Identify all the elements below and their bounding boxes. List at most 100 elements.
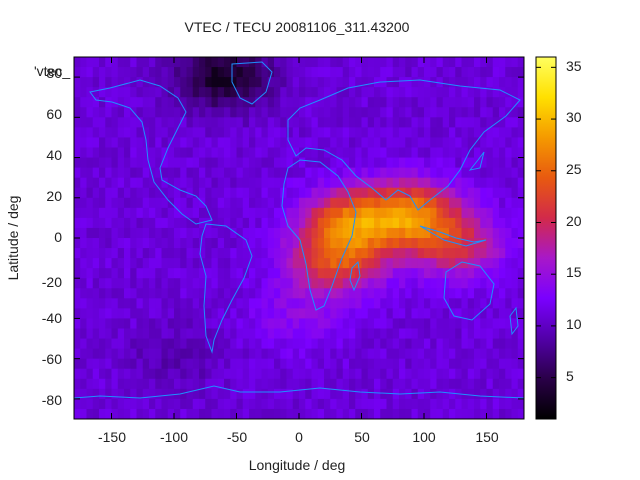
heatmap-cell xyxy=(86,248,94,259)
heatmap-cell xyxy=(386,368,394,380)
heatmap-cell xyxy=(361,348,369,360)
heatmap-cell xyxy=(492,217,500,229)
heatmap-cell xyxy=(236,338,244,350)
heatmap-cell xyxy=(380,167,388,179)
coastline-greenland xyxy=(231,61,273,105)
heatmap-cell xyxy=(355,57,363,68)
heatmap-cell xyxy=(274,127,281,139)
heatmap-cell xyxy=(236,348,244,360)
heatmap-cell xyxy=(380,308,388,320)
heatmap-cell xyxy=(311,67,319,78)
heatmap-cell xyxy=(311,117,319,128)
heatmap-cell xyxy=(380,97,388,108)
heatmap-cell xyxy=(436,338,444,350)
heatmap-cell xyxy=(392,368,400,380)
heatmap-cell xyxy=(405,217,413,229)
heatmap-cell xyxy=(92,147,100,159)
heatmap-cell xyxy=(192,167,200,179)
heatmap-cell xyxy=(399,147,406,159)
heatmap-cell xyxy=(211,358,219,370)
heatmap-cell xyxy=(411,137,419,149)
heatmap-cell xyxy=(192,227,200,239)
heatmap-cell xyxy=(242,187,250,199)
heatmap-cell xyxy=(305,147,313,159)
heatmap-cell xyxy=(480,278,488,289)
heatmap-cell xyxy=(199,137,206,149)
heatmap-cell xyxy=(299,187,306,199)
heatmap-cell xyxy=(399,238,406,249)
heatmap-cell xyxy=(342,328,350,340)
coastline-layer xyxy=(74,61,524,399)
heatmap-cell xyxy=(349,378,356,390)
heatmap-cell xyxy=(380,157,388,169)
heatmap-cell xyxy=(505,187,513,199)
heatmap-cell xyxy=(330,248,338,259)
heatmap-cell xyxy=(105,398,113,410)
heatmap-cell xyxy=(92,378,100,390)
heatmap-cell xyxy=(386,258,394,269)
heatmap-cell xyxy=(355,348,363,360)
heatmap-cell xyxy=(155,87,163,98)
heatmap-cell xyxy=(505,268,513,279)
heatmap-cell xyxy=(486,197,494,209)
heatmap-cell xyxy=(105,207,113,219)
heatmap-cell xyxy=(261,207,269,219)
heatmap-cell xyxy=(361,298,369,309)
heatmap-cell xyxy=(255,227,263,239)
heatmap-cell xyxy=(86,107,94,118)
heatmap-cell xyxy=(355,107,363,118)
heatmap-cell xyxy=(286,217,294,229)
heatmap-cell xyxy=(111,177,119,189)
heatmap-cell xyxy=(199,67,206,78)
heatmap-cell xyxy=(280,177,288,189)
heatmap-cell xyxy=(317,197,325,209)
heatmap-cell xyxy=(417,157,425,169)
heatmap-cell xyxy=(192,398,200,410)
heatmap-cell xyxy=(161,197,169,209)
heatmap-cell xyxy=(199,127,206,139)
heatmap-cell xyxy=(261,268,269,279)
heatmap-cell xyxy=(305,177,313,189)
heatmap-cell xyxy=(386,177,394,189)
heatmap-cell xyxy=(236,197,244,209)
heatmap-cell xyxy=(449,408,456,419)
heatmap-cell xyxy=(86,217,94,229)
heatmap-cell xyxy=(399,57,406,68)
heatmap-cell xyxy=(186,197,194,209)
heatmap-cell xyxy=(211,238,219,249)
heatmap-cell xyxy=(374,268,381,279)
heatmap-cell xyxy=(424,328,431,340)
heatmap-cell xyxy=(217,167,225,179)
heatmap-cell xyxy=(117,288,125,299)
heatmap-cell xyxy=(74,137,81,149)
heatmap-cell xyxy=(374,197,381,209)
heatmap-cell xyxy=(255,388,263,400)
heatmap-cell xyxy=(392,238,400,249)
heatmap-cell xyxy=(405,227,413,239)
heatmap-cell xyxy=(286,187,294,199)
heatmap-cell xyxy=(205,278,213,289)
heatmap-cell xyxy=(480,268,488,279)
heatmap-cell xyxy=(349,147,356,159)
heatmap-cell xyxy=(342,298,350,309)
heatmap-cell xyxy=(430,117,438,128)
heatmap-cell xyxy=(505,308,513,320)
heatmap-cell xyxy=(267,318,275,330)
heatmap-cell xyxy=(324,338,331,350)
heatmap-cell xyxy=(217,328,225,340)
heatmap-cell xyxy=(336,57,344,68)
heatmap-cell xyxy=(480,288,488,299)
heatmap-cell xyxy=(286,227,294,239)
heatmap-cell xyxy=(330,227,338,239)
heatmap-cell xyxy=(305,328,313,340)
heatmap-cell xyxy=(355,248,363,259)
coastline-south-america xyxy=(199,223,253,354)
heatmap-cell xyxy=(167,57,175,68)
heatmap-cell xyxy=(224,77,231,88)
heatmap-cell xyxy=(230,268,238,279)
heatmap-cell xyxy=(505,137,513,149)
heatmap-cell xyxy=(74,207,81,219)
heatmap-cell xyxy=(161,348,169,360)
heatmap-cell xyxy=(330,258,338,269)
heatmap-cell xyxy=(405,248,413,259)
